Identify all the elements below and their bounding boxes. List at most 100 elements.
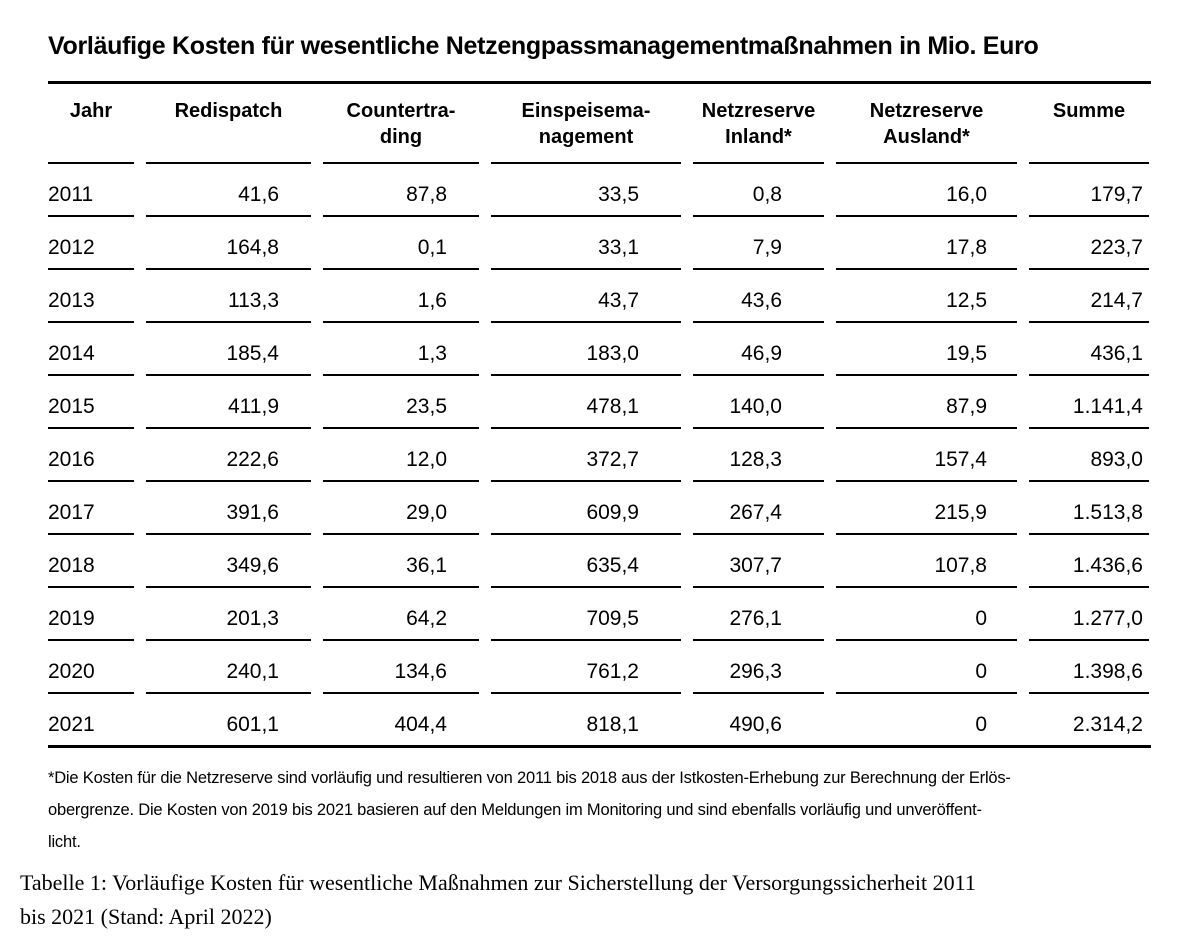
year-cell: 2012 bbox=[48, 217, 134, 270]
bottom-rule bbox=[48, 745, 1151, 748]
table-row: 2014 185,4 1,3 183,0 46,9 19,5 436,1 bbox=[48, 323, 1151, 376]
value-cell: 240,1 bbox=[146, 641, 311, 694]
value-cell: 17,8 bbox=[836, 217, 1017, 270]
value-cell: 223,7 bbox=[1029, 217, 1149, 270]
value-cell: 113,3 bbox=[146, 270, 311, 323]
footnote-line: *Die Kosten für die Netzreserve sind vor… bbox=[48, 769, 1011, 787]
value-cell: 601,1 bbox=[226, 713, 279, 736]
table-row: 2020 240,1 134,6 761,2 296,3 0 1.398,6 bbox=[48, 641, 1151, 694]
footnote: *Die Kosten für die Netzreserve sind vor… bbox=[48, 762, 1151, 858]
year-cell: 2020 bbox=[48, 641, 134, 694]
value-cell: 215,9 bbox=[836, 482, 1017, 535]
value-cell: 33,1 bbox=[491, 217, 681, 270]
value-cell: 761,2 bbox=[491, 641, 681, 694]
value-cell: 1.436,6 bbox=[1029, 535, 1149, 588]
year-cell: 2019 bbox=[48, 588, 134, 641]
value-cell: 183,0 bbox=[491, 323, 681, 376]
value-cell: 818,1 bbox=[586, 713, 639, 736]
footnote-line: licht. bbox=[48, 833, 81, 851]
table-header-row: Jahr Redispatch Countertra-ding Einspeis… bbox=[48, 84, 1151, 164]
value-cell: 1.141,4 bbox=[1029, 376, 1149, 429]
cost-table: Vorläufige Kosten für wesentliche Netzen… bbox=[48, 32, 1151, 858]
value-cell: 307,7 bbox=[693, 535, 824, 588]
value-cell: 185,4 bbox=[146, 323, 311, 376]
caption-line: Tabelle 1: Vorläufige Kosten für wesentl… bbox=[20, 870, 976, 895]
value-cell: 16,0 bbox=[836, 164, 1017, 217]
year-cell: 2015 bbox=[48, 376, 134, 429]
value-cell: 0,1 bbox=[323, 217, 479, 270]
value-cell: 490,6 bbox=[729, 713, 782, 736]
value-cell: 0 bbox=[975, 713, 987, 736]
value-cell: 0 bbox=[836, 641, 1017, 694]
table-row: 2019 201,3 64,2 709,5 276,1 0 1.277,0 bbox=[48, 588, 1151, 641]
value-cell: 23,5 bbox=[323, 376, 479, 429]
value-cell: 7,9 bbox=[693, 217, 824, 270]
value-cell: 349,6 bbox=[146, 535, 311, 588]
value-cell: 87,9 bbox=[836, 376, 1017, 429]
value-cell: 1,3 bbox=[323, 323, 479, 376]
value-cell: 43,7 bbox=[491, 270, 681, 323]
value-cell: 1.398,6 bbox=[1029, 641, 1149, 694]
value-cell: 0 bbox=[836, 588, 1017, 641]
caption-line: bis 2021 (Stand: April 2022) bbox=[20, 904, 272, 929]
value-cell: 411,9 bbox=[146, 376, 311, 429]
value-cell: 0,8 bbox=[693, 164, 824, 217]
value-cell: 36,1 bbox=[323, 535, 479, 588]
value-cell: 107,8 bbox=[836, 535, 1017, 588]
value-cell: 87,8 bbox=[323, 164, 479, 217]
value-cell: 391,6 bbox=[146, 482, 311, 535]
value-cell: 19,5 bbox=[836, 323, 1017, 376]
table-caption: Tabelle 1: Vorläufige Kosten für wesentl… bbox=[20, 866, 1191, 934]
value-cell: 1.277,0 bbox=[1029, 588, 1149, 641]
value-cell: 43,6 bbox=[693, 270, 824, 323]
value-cell: 276,1 bbox=[693, 588, 824, 641]
value-cell: 267,4 bbox=[693, 482, 824, 535]
value-cell: 64,2 bbox=[323, 588, 479, 641]
value-cell: 164,8 bbox=[146, 217, 311, 270]
year-cell: 2018 bbox=[48, 535, 134, 588]
value-cell: 12,5 bbox=[836, 270, 1017, 323]
header-countertrading: Countertra-ding bbox=[323, 84, 479, 164]
value-cell: 2.314,2 bbox=[1072, 713, 1143, 736]
year-cell: 2017 bbox=[48, 482, 134, 535]
value-cell: 157,4 bbox=[836, 429, 1017, 482]
value-cell: 33,5 bbox=[491, 164, 681, 217]
header-netzreserve-inland: Netzreserve Inland* bbox=[693, 84, 824, 164]
value-cell: 1,6 bbox=[323, 270, 479, 323]
value-cell: 635,4 bbox=[491, 535, 681, 588]
value-cell: 29,0 bbox=[323, 482, 479, 535]
value-cell: 12,0 bbox=[323, 429, 479, 482]
header-jahr: Jahr bbox=[48, 84, 134, 164]
value-cell: 214,7 bbox=[1029, 270, 1149, 323]
table-row: 2017 391,6 29,0 609,9 267,4 215,9 1.513,8 bbox=[48, 482, 1151, 535]
table-row: 2012 164,8 0,1 33,1 7,9 17,8 223,7 bbox=[48, 217, 1151, 270]
footnote-line: obergrenze. Die Kosten von 2019 bis 2021… bbox=[48, 801, 982, 819]
value-cell: 134,6 bbox=[323, 641, 479, 694]
value-cell: 179,7 bbox=[1029, 164, 1149, 217]
value-cell: 140,0 bbox=[693, 376, 824, 429]
value-cell: 478,1 bbox=[491, 376, 681, 429]
value-cell: 46,9 bbox=[693, 323, 824, 376]
value-cell: 609,9 bbox=[491, 482, 681, 535]
header-summe: Summe bbox=[1029, 84, 1149, 164]
header-einspeisemanagement: Einspeisema-nagement bbox=[491, 84, 681, 164]
value-cell: 893,0 bbox=[1029, 429, 1149, 482]
table-row: 2013 113,3 1,6 43,7 43,6 12,5 214,7 bbox=[48, 270, 1151, 323]
year-cell: 2014 bbox=[48, 323, 134, 376]
value-cell: 404,4 bbox=[394, 713, 447, 736]
value-cell: 201,3 bbox=[146, 588, 311, 641]
value-cell: 128,3 bbox=[693, 429, 824, 482]
header-netzreserve-ausland: Netzreserve Ausland* bbox=[836, 84, 1017, 164]
table-title: Vorläufige Kosten für wesentliche Netzen… bbox=[48, 32, 1039, 60]
value-cell: 436,1 bbox=[1029, 323, 1149, 376]
value-cell: 296,3 bbox=[693, 641, 824, 694]
table-row: 2015 411,9 23,5 478,1 140,0 87,9 1.141,4 bbox=[48, 376, 1151, 429]
year-cell: 2016 bbox=[48, 429, 134, 482]
value-cell: 222,6 bbox=[146, 429, 311, 482]
table-row: 2021 601,1 404,4 818,1 490,6 0 2.314,2 bbox=[48, 694, 1151, 745]
table-row: 2011 41,6 87,8 33,5 0,8 16,0 179,7 bbox=[48, 164, 1151, 217]
table-row: 2016 222,6 12,0 372,7 128,3 157,4 893,0 bbox=[48, 429, 1151, 482]
table-row: 2018 349,6 36,1 635,4 307,7 107,8 1.436,6 bbox=[48, 535, 1151, 588]
value-cell: 1.513,8 bbox=[1029, 482, 1149, 535]
